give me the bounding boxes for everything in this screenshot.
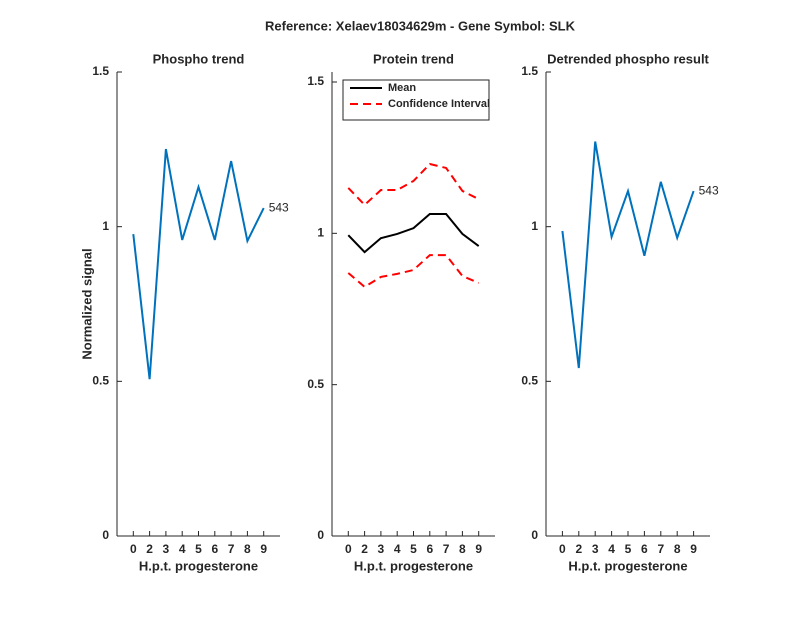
y-tick-label: 1.5 — [92, 64, 109, 78]
axes-title: Protein trend — [373, 51, 454, 66]
x-tick-label: 9 — [475, 542, 482, 556]
x-tick-label: 3 — [378, 542, 385, 556]
x-tick-label: 7 — [228, 542, 235, 556]
y-tick-label: 0 — [531, 528, 538, 542]
y-tick-label: 1 — [531, 219, 538, 233]
y-tick-label: 0.5 — [307, 377, 324, 391]
x-tick-label: 7 — [657, 542, 664, 556]
x-tick-label: 5 — [410, 542, 417, 556]
y-tick-label: 1.5 — [521, 64, 538, 78]
legend-label: Mean — [388, 82, 416, 94]
x-tick-label: 5 — [195, 542, 202, 556]
x-tick-label: 3 — [592, 542, 599, 556]
legend-box — [342, 79, 490, 121]
x-tick-label: 2 — [575, 542, 582, 556]
x-tick-label: 5 — [625, 542, 632, 556]
y-tick-label: 0 — [102, 528, 109, 542]
x-tick-label: 8 — [674, 542, 681, 556]
x-tick-label: 3 — [163, 542, 170, 556]
x-tick-label: 4 — [608, 542, 615, 556]
x-axis-label: H.p.t. progesterone — [139, 558, 258, 573]
y-tick-label: 0 — [317, 528, 324, 542]
axes-title: Phospho trend — [153, 51, 245, 66]
x-tick-label: 7 — [443, 542, 450, 556]
x-tick-label: 4 — [394, 542, 401, 556]
x-tick-label: 9 — [690, 542, 697, 556]
x-tick-label: 9 — [260, 542, 267, 556]
x-tick-label: 6 — [641, 542, 648, 556]
x-tick-label: 6 — [426, 542, 433, 556]
x-tick-label: 2 — [361, 542, 368, 556]
y-tick-label: 1 — [102, 219, 109, 233]
annotation: 543 — [269, 200, 289, 214]
annotation: 543 — [699, 183, 719, 197]
x-axis-label: H.p.t. progesterone — [354, 558, 473, 573]
x-tick-label: 6 — [211, 542, 218, 556]
x-tick-label: 2 — [146, 542, 153, 556]
x-tick-label: 0 — [345, 542, 352, 556]
x-tick-label: 8 — [459, 542, 466, 556]
data-line — [347, 162, 480, 207]
y-tick-label: 1.5 — [307, 74, 324, 88]
data-line — [347, 254, 480, 289]
data-line — [561, 141, 695, 369]
data-line — [132, 148, 265, 380]
y-axis-label: Normalized signal — [79, 248, 94, 359]
axes-title: Detrended phospho result — [547, 51, 709, 66]
y-tick-label: 0.5 — [521, 374, 538, 388]
y-tick-label: 0.5 — [92, 374, 109, 388]
x-axis-label: H.p.t. progesterone — [568, 558, 687, 573]
data-line — [347, 212, 480, 254]
x-tick-label: 0 — [559, 542, 566, 556]
x-tick-label: 0 — [130, 542, 137, 556]
x-tick-label: 4 — [179, 542, 186, 556]
figure-title: Reference: Xelaev18034629m - Gene Symbol… — [265, 18, 576, 33]
x-tick-label: 8 — [244, 542, 251, 556]
legend-label: Confidence Interval — [388, 98, 490, 110]
y-tick-label: 1 — [317, 225, 324, 239]
